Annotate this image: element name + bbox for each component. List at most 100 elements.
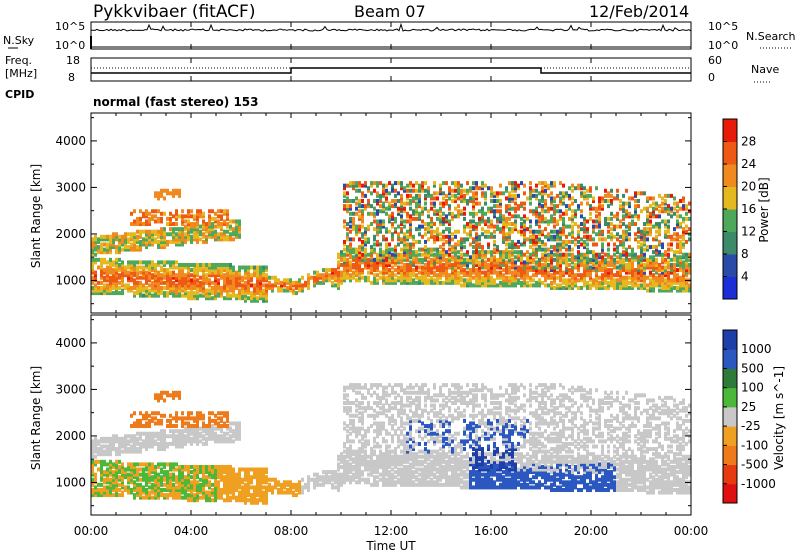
velocity-scatter-cell xyxy=(109,477,112,482)
power-scatter-cell xyxy=(430,201,433,206)
velocity-scatter-cell xyxy=(94,436,97,441)
power-scatter-cell xyxy=(394,201,397,206)
power-scatter-cell xyxy=(610,199,613,203)
power-scatter-cell xyxy=(94,288,97,293)
power-scatter-cell xyxy=(415,265,418,270)
velocity-scatter-cell xyxy=(199,431,202,436)
velocity-scatter-cell xyxy=(154,411,157,416)
power-scatter-cell xyxy=(337,252,340,257)
power-scatter-cell xyxy=(397,242,400,247)
power-scatter-cell xyxy=(577,278,580,283)
power-scatter-cell xyxy=(100,250,103,255)
power-scatter-cell xyxy=(547,247,550,252)
power-scatter-cell xyxy=(616,265,619,270)
power-scatter-cell xyxy=(103,270,106,275)
power-scatter-cell xyxy=(391,186,394,191)
power-scatter-cell xyxy=(175,285,178,290)
power-scatter-cell xyxy=(226,209,229,214)
power-scatter-cell xyxy=(610,268,613,273)
power-scatter-cell xyxy=(196,237,199,242)
power-scatter-cell xyxy=(511,214,514,219)
power-scatter-cell xyxy=(385,196,388,201)
power-scatter-cell xyxy=(328,278,331,283)
velocity-scatter-cell xyxy=(127,472,130,477)
power-scatter-cell xyxy=(355,262,358,267)
power-scatter-cell xyxy=(544,283,547,288)
power-scatter-cell xyxy=(187,285,190,290)
power-scatter-cell xyxy=(349,260,352,265)
power-scatter-cell xyxy=(196,265,199,270)
power-scatter-cell xyxy=(370,191,373,196)
velocity-scatter-cell xyxy=(169,462,172,467)
power-scatter-cell xyxy=(667,247,670,252)
power-scatter-cell xyxy=(166,232,169,237)
power-scatter-cell xyxy=(643,262,646,267)
power-scatter-cell xyxy=(406,265,409,270)
power-scatter-cell xyxy=(349,199,352,203)
velocity-scatter-cell xyxy=(148,462,151,467)
power-scatter-cell xyxy=(502,214,505,219)
power-scatter-cell xyxy=(649,196,652,201)
power-scatter-cell xyxy=(403,186,406,191)
power-scatter-cell xyxy=(91,291,94,296)
power-scatter-cell xyxy=(142,260,145,265)
velocity-scatter-cell xyxy=(190,416,193,421)
power-scatter-cell xyxy=(118,273,121,278)
power-scatter-cell xyxy=(289,280,292,285)
power-scatter-cell xyxy=(421,252,424,257)
power-scatter-cell xyxy=(490,275,493,280)
power-scatter-cell xyxy=(640,242,643,247)
power-scatter-cell xyxy=(475,232,478,237)
power-scatter-cell xyxy=(169,216,172,221)
power-scatter-cell xyxy=(115,245,118,250)
power-scatter-cell xyxy=(613,273,616,278)
power-scatter-cell xyxy=(325,275,328,280)
power-scatter-cell xyxy=(448,234,451,239)
power-scatter-cell xyxy=(535,206,538,211)
power-scatter-cell xyxy=(265,278,268,283)
power-scatter-cell xyxy=(175,222,178,227)
power-scatter-cell xyxy=(550,196,553,201)
power-scatter-cell xyxy=(448,219,451,224)
power-scatter-cell xyxy=(418,257,421,262)
power-scatter-cell xyxy=(175,278,178,283)
power-scatter-cell xyxy=(220,209,223,214)
power-scatter-cell xyxy=(166,283,169,288)
power-scatter-cell xyxy=(265,298,268,303)
power-scatter-cell xyxy=(346,275,349,280)
power-scatter-cell xyxy=(199,285,202,290)
power-scatter-cell xyxy=(571,188,574,193)
power-scatter-cell xyxy=(679,199,682,203)
power-scatter-cell xyxy=(364,255,367,260)
power-scatter-cell xyxy=(613,196,616,201)
power-scatter-cell xyxy=(679,234,682,239)
power-scatter-cell xyxy=(262,283,265,288)
power-scatter-cell xyxy=(634,252,637,257)
power-scatter-cell xyxy=(424,201,427,206)
sky-left-label: N.Sky xyxy=(3,34,35,47)
power-scatter-cell xyxy=(373,250,376,255)
power-scatter-cell xyxy=(91,247,94,252)
power-scatter-cell xyxy=(364,183,367,188)
power-scatter-cell xyxy=(196,280,199,285)
power-scatter-cell xyxy=(166,293,169,298)
power-scatter-cell xyxy=(598,280,601,285)
power-scatter-cell xyxy=(115,268,118,273)
power-scatter-cell xyxy=(229,270,232,275)
power-scatter-cell xyxy=(145,219,148,224)
power-scatter-cell xyxy=(226,234,229,239)
velocity-scatter-cell xyxy=(121,436,124,441)
velocity-scatter-cell xyxy=(151,495,154,500)
power-scatter-cell xyxy=(346,268,349,273)
power-scatter-cell xyxy=(205,288,208,293)
power-scatter-cell xyxy=(136,239,139,244)
power-scatter-cell xyxy=(124,245,127,250)
power-scatter-cell xyxy=(574,199,577,203)
power-scatter-cell xyxy=(133,262,136,267)
power-scatter-cell xyxy=(157,260,160,265)
power-scatter-cell xyxy=(526,216,529,221)
power-scatter-cell xyxy=(148,211,151,216)
power-scatter-cell xyxy=(655,229,658,234)
power-scatter-cell xyxy=(91,237,94,242)
power-scatter-cell xyxy=(607,280,610,285)
